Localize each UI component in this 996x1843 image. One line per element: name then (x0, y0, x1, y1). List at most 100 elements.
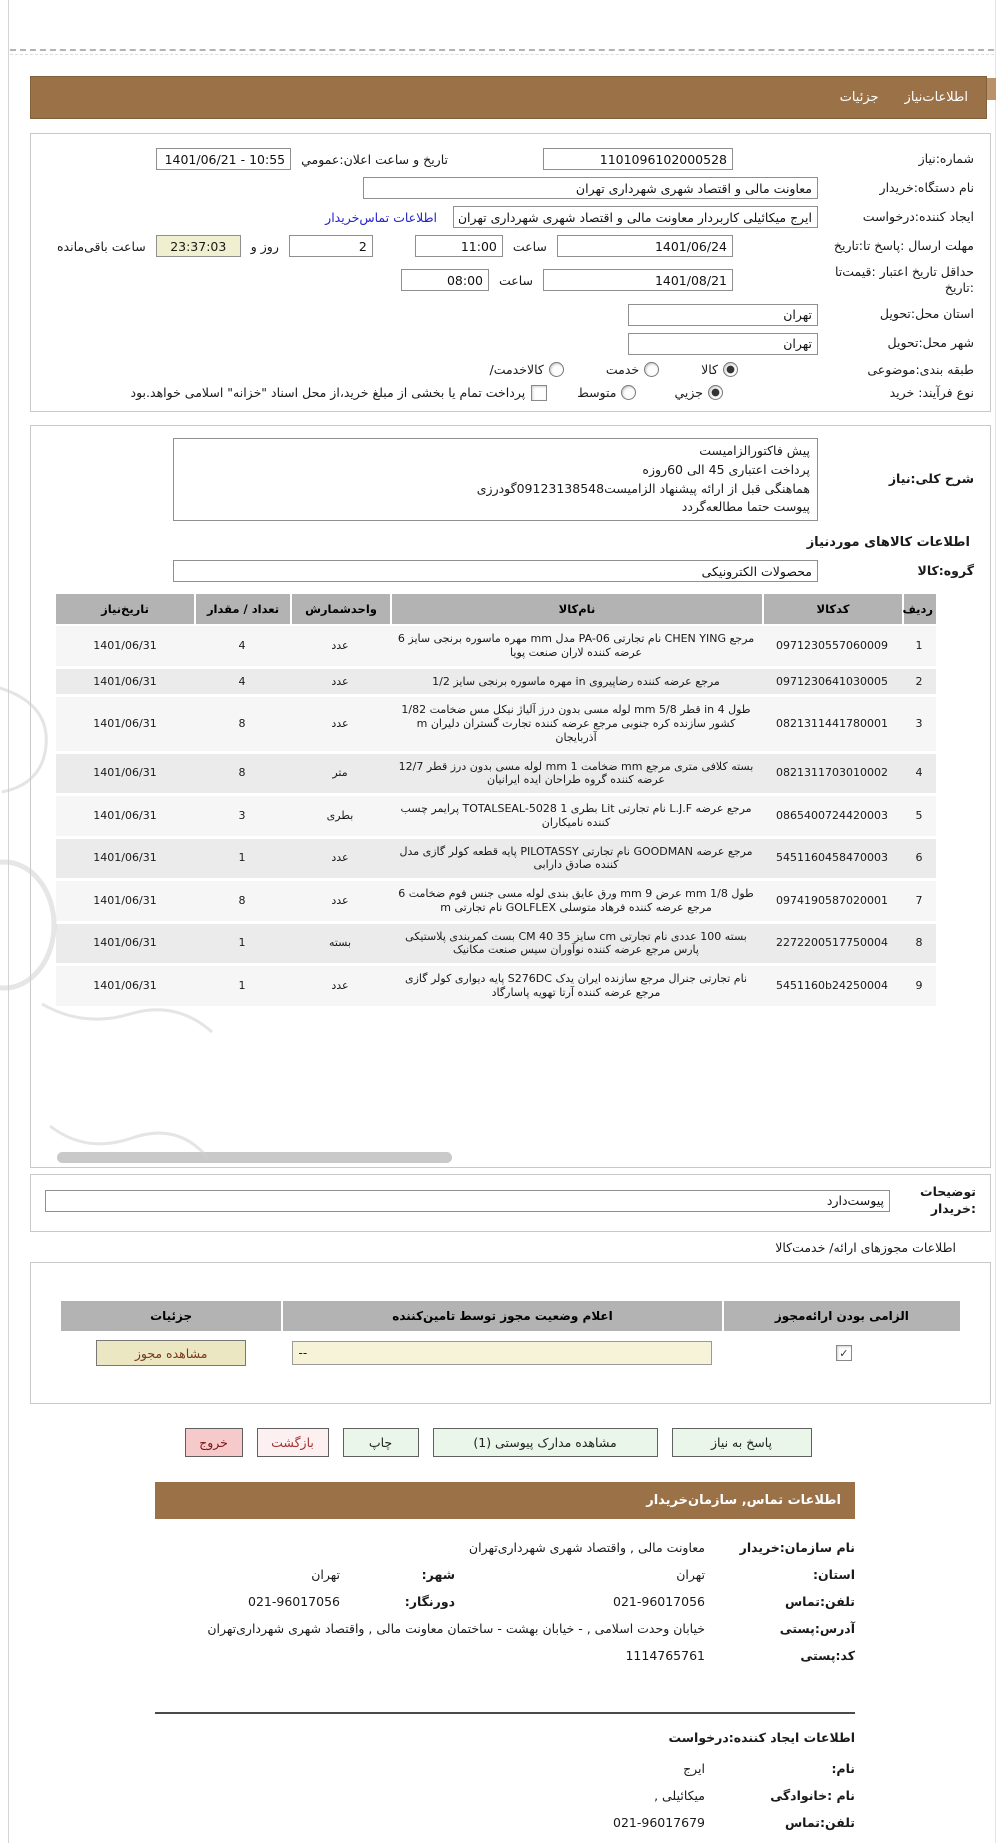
org-fax-label: دورنگار: (404, 1593, 455, 1609)
price-validity-label: حداقل تاریخ اعتبار :قیمت‌تا:تاریخ (834, 264, 974, 296)
answer-need-button[interactable]: پاسخ به نیاز (671, 1428, 812, 1457)
item-name: مهره ماسوره برنجی سایز 6 mm مدل PA-06 نا… (390, 626, 762, 666)
item-need-date: 1401/06/31 (56, 878, 194, 921)
category-goods-radio[interactable] (723, 362, 738, 378)
item-row-number: 5 (902, 793, 936, 836)
items-table-scrollbar-thumb[interactable] (57, 1152, 452, 1163)
item-row-number: 8 (902, 920, 936, 963)
table-row: 8 2272200517750004 بست کمربندی پلاستیکی … (56, 920, 936, 963)
category-goods-service-radio[interactable] (548, 362, 564, 378)
item-need-date: 1401/06/31 (56, 793, 194, 836)
item-need-date: 1401/06/31 (56, 963, 194, 1006)
remaining-days-field[interactable] (288, 235, 373, 257)
org-address-label: آدرس:پستی (779, 1620, 855, 1636)
category-goods-service-option[interactable]: کالاخدمت/ (489, 362, 564, 378)
delivery-city-field[interactable] (628, 332, 818, 355)
creator-name-label: نام: (831, 1761, 855, 1776)
view-permit-button[interactable]: مشاهده مجوز (96, 1340, 247, 1366)
org-city-value: تهران (311, 1566, 340, 1582)
creator-phone-value: 021-96017679 (613, 1814, 705, 1830)
contact-divider (155, 1712, 855, 1714)
item-code: 0821311441780001 (762, 694, 902, 751)
tab-details[interactable]: جزئیات (839, 90, 879, 105)
permits-table: الزامی بودن ارائه‌مجوز اعلام وضعیت مجوز … (61, 1301, 960, 1375)
col-qty: تعداد / مقدار (194, 594, 290, 626)
creator-family-label: نام :خانوادگی (770, 1787, 855, 1803)
item-row-number: 1 (902, 626, 936, 666)
item-name: ورق عایق بندی لوله مسی جنس فوم ضخامت 6 m… (390, 878, 762, 921)
buyer-contact-link[interactable]: اطلاعات تماس‌خریدار (325, 209, 437, 225)
need-items-panel: شرح کلی:نیاز پیش فاکتورالزامیست پرداخت ا… (30, 425, 991, 1168)
item-qty: 1 (194, 963, 290, 1006)
goods-group-label: گروه:کالا (917, 562, 974, 578)
item-unit: عدد (290, 963, 390, 1006)
view-attached-docs-button[interactable]: مشاهده مدارک پیوستی (1) (432, 1428, 658, 1457)
col-row: ردیف (902, 594, 936, 626)
price-validity-date-field[interactable] (543, 269, 733, 292)
price-validity-time-field[interactable] (400, 269, 489, 292)
item-qty: 1 (194, 920, 290, 963)
tab-bar-edge-notch (987, 78, 996, 100)
item-row-number: 4 (902, 750, 936, 793)
org-phone-value: 021-96017056 (613, 1593, 705, 1609)
treasury-payment-checkbox[interactable] (531, 384, 548, 401)
item-code: 0974190587020001 (762, 878, 902, 921)
announce-datetime-label: تاریخ و ساعت اعلان:عمومي (301, 151, 448, 167)
item-unit: متر (290, 750, 390, 793)
org-province-label: استان: (812, 1566, 855, 1582)
category-service-radio[interactable] (644, 362, 660, 378)
org-postal-label: کد:پستی (800, 1647, 855, 1663)
table-row: 2 0971230641030005 مهره ماسوره برنجی سای… (56, 665, 936, 695)
permit-status-field[interactable]: -- (291, 1341, 712, 1365)
item-qty: 4 (194, 665, 290, 695)
buyer-note-field[interactable] (45, 1189, 890, 1212)
tab-need-info[interactable]: اطلاعات‌نیاز (904, 90, 968, 105)
item-name: لوله مسی بدون درز قطر 12/7 mm ضخامت 1 mm… (390, 750, 762, 793)
buyer-org-field[interactable] (363, 177, 818, 199)
item-name: پایه قطعه کولر گازی مدل PILOTASSY نام تج… (390, 835, 762, 878)
item-qty: 3 (194, 793, 290, 836)
reply-deadline-date-field[interactable] (556, 235, 733, 257)
print-button[interactable]: چاپ (342, 1428, 419, 1457)
need-number-label: شماره:نیاز (918, 150, 974, 166)
reply-deadline-time-field[interactable] (414, 235, 503, 257)
exit-button[interactable]: خروج (184, 1428, 243, 1457)
goods-group-field[interactable] (173, 560, 818, 582)
need-description-textarea[interactable]: پیش فاکتورالزامیست پرداخت اعتباری 45 الی… (173, 438, 818, 521)
org-postal-value: 1114765761 (625, 1647, 705, 1663)
item-qty: 8 (194, 694, 290, 751)
deadline-hour-label: ساعت (512, 238, 547, 254)
item-code: 0821311703010002 (762, 750, 902, 793)
table-row: 5 0865400724420003 پرایمر چسب TOTALSEAL-… (56, 793, 936, 836)
item-name: پایه دیواری کولر گازی S276DC نام تجارتی … (390, 963, 762, 1006)
col-unit: واحدشمارش (290, 594, 390, 626)
process-type-label: نوع فرآیند: خرید (889, 384, 974, 400)
item-qty: 8 (194, 750, 290, 793)
delivery-province-field[interactable] (628, 303, 818, 326)
process-medium-option[interactable]: متوسط (577, 385, 637, 401)
category-goods-option[interactable]: کالا (701, 362, 738, 378)
permit-required-checkbox[interactable] (835, 1345, 852, 1362)
items-section-title: اطلاعات کالاهای موردنیاز (806, 535, 970, 550)
item-name: بست کمربندی پلاستیکی CM 40 سایز 35 cm بس… (390, 920, 762, 963)
creator-family-value: میکائیلی , (654, 1787, 705, 1803)
org-phone-label: تلفن:تماس (784, 1593, 855, 1609)
item-name: لوله مسی بدون درز آلیاژ نیکل مس ضخامت 1/… (390, 694, 762, 751)
need-number-field[interactable] (543, 148, 733, 170)
item-code: 0971230557060009 (762, 626, 902, 666)
top-dashed-divider (10, 49, 994, 51)
item-unit: عدد (290, 835, 390, 878)
buyer-contact-section: نام سازمان:خریدار معاونت مالی , واقتصاد … (155, 1540, 855, 1674)
col-code: کدکالا (762, 594, 902, 626)
process-minor-radio[interactable] (708, 385, 723, 401)
treasury-payment-option[interactable]: پرداخت تمام یا بخشی از مبلغ خرید،از محل … (131, 384, 548, 401)
category-service-option[interactable]: خدمت (606, 362, 660, 378)
item-unit: عدد (290, 626, 390, 666)
request-creator-field[interactable] (453, 206, 818, 228)
process-medium-radio[interactable] (621, 385, 637, 401)
validity-hour-label: ساعت (498, 272, 533, 288)
announce-datetime-field[interactable] (156, 148, 292, 170)
back-button[interactable]: بازگشت (256, 1428, 329, 1457)
process-minor-option[interactable]: جزيي (674, 385, 723, 401)
